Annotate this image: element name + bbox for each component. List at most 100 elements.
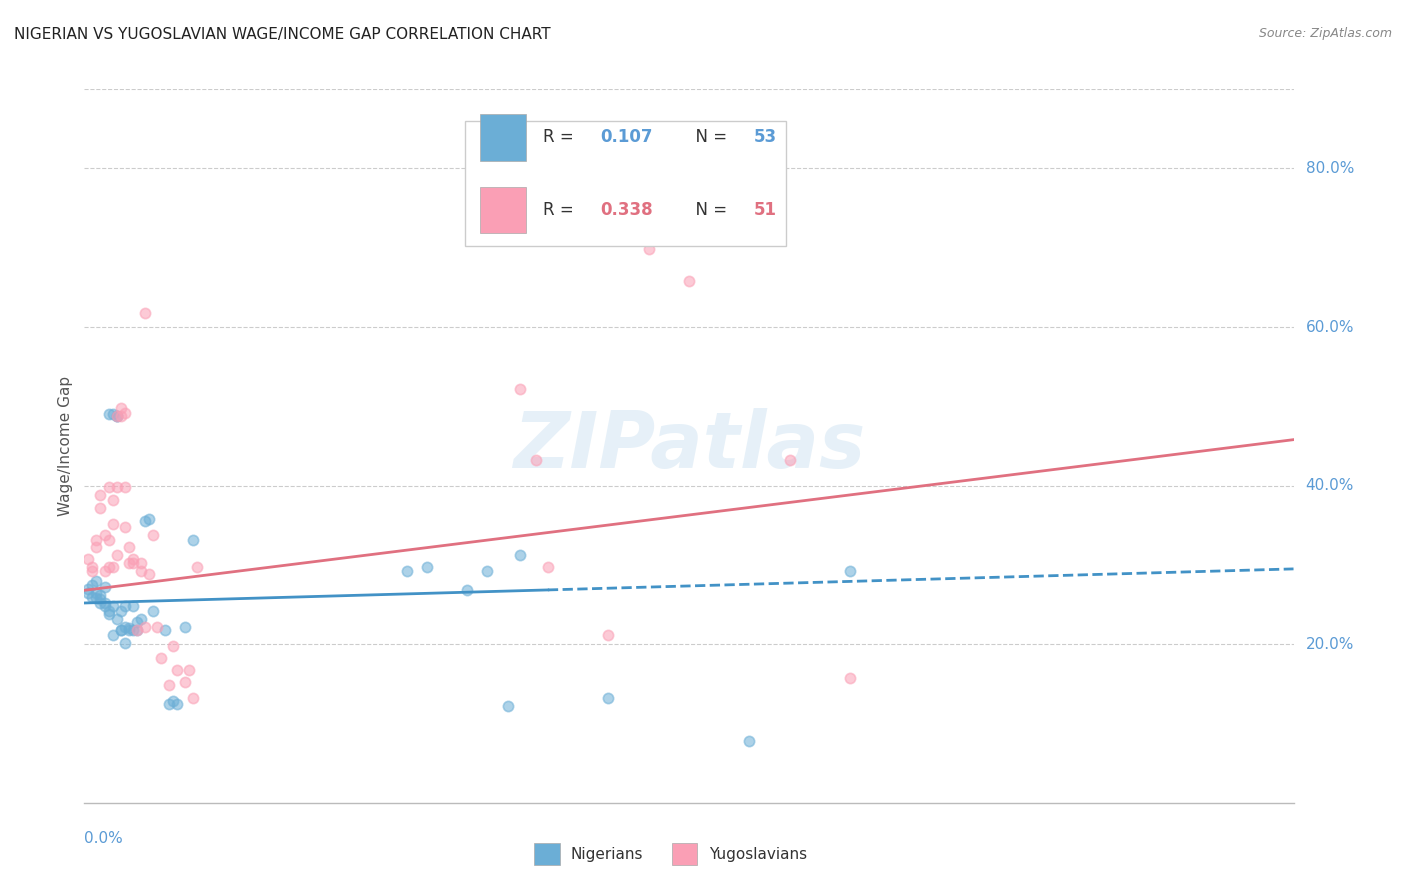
Point [101, 407, 124, 421]
Point [101, 516, 124, 531]
Point [477, 564, 499, 578]
Point [82, 564, 104, 578]
Point [97, 533, 120, 547]
Text: 0.0%: 0.0% [84, 831, 124, 847]
Point [105, 612, 128, 626]
Point [118, 623, 141, 637]
Point [121, 551, 143, 566]
Point [125, 623, 148, 637]
Point [678, 274, 700, 288]
Point [166, 697, 188, 711]
Point [121, 623, 143, 637]
Point [125, 623, 148, 637]
Point [395, 564, 418, 578]
Point [162, 694, 184, 708]
Point [166, 663, 188, 677]
Text: 80.0%: 80.0% [1306, 161, 1354, 176]
Text: 53: 53 [754, 128, 778, 146]
Point [105, 549, 128, 563]
Y-axis label: Wage/Income Gap: Wage/Income Gap [58, 376, 73, 516]
Text: 20.0%: 20.0% [1306, 637, 1354, 652]
Point [101, 599, 124, 614]
Point [839, 671, 862, 685]
Point [110, 409, 132, 423]
Point [162, 639, 184, 653]
Text: Nigerians: Nigerians [571, 847, 644, 862]
Point [738, 734, 761, 748]
Text: N =: N = [685, 202, 733, 219]
Point [89, 488, 111, 502]
Point [110, 623, 132, 637]
Point [138, 512, 160, 526]
Point [138, 567, 160, 582]
Point [93, 596, 115, 610]
Point [110, 401, 132, 415]
Point [114, 620, 136, 634]
Point [89, 588, 111, 602]
Text: 60.0%: 60.0% [1306, 319, 1354, 334]
Point [134, 306, 156, 320]
Point [114, 406, 136, 420]
Point [524, 453, 547, 467]
Point [456, 583, 478, 598]
Point [93, 564, 115, 578]
Point [105, 409, 128, 423]
Point [146, 620, 169, 634]
Point [598, 628, 620, 642]
Point [114, 520, 136, 534]
Point [537, 559, 560, 574]
Text: NIGERIAN VS YUGOSLAVIAN WAGE/INCOME GAP CORRELATION CHART: NIGERIAN VS YUGOSLAVIAN WAGE/INCOME GAP … [14, 27, 551, 42]
Point [97, 480, 120, 494]
Text: 51: 51 [754, 202, 778, 219]
Point [77, 585, 100, 599]
Text: Yugoslavians: Yugoslavians [709, 847, 807, 862]
Point [174, 620, 197, 634]
Point [134, 620, 156, 634]
Text: 0.107: 0.107 [600, 128, 654, 146]
Point [101, 559, 124, 574]
Text: N =: N = [685, 128, 733, 146]
Point [509, 549, 531, 563]
Point [129, 564, 152, 578]
Point [101, 492, 124, 507]
Point [105, 480, 128, 494]
Point [129, 557, 152, 571]
Point [598, 691, 620, 706]
Point [77, 551, 100, 566]
Point [77, 582, 100, 596]
Point [89, 500, 111, 515]
Point [118, 557, 141, 571]
Point [121, 557, 143, 571]
Point [496, 699, 519, 714]
Point [157, 678, 180, 692]
Point [97, 607, 120, 621]
Point [121, 599, 143, 614]
Point [839, 564, 862, 578]
Point [179, 663, 201, 677]
Point [118, 541, 141, 555]
Point [149, 651, 172, 665]
FancyBboxPatch shape [465, 121, 786, 246]
Point [110, 623, 132, 637]
Point [82, 578, 104, 592]
Point [186, 559, 208, 574]
Point [86, 591, 108, 606]
Point [97, 407, 120, 421]
Point [89, 592, 111, 607]
Point [181, 533, 204, 547]
Point [114, 635, 136, 649]
Point [82, 590, 104, 604]
Point [134, 514, 156, 528]
Point [129, 612, 152, 626]
Point [89, 596, 111, 610]
Text: R =: R = [543, 128, 579, 146]
Text: ZIPatlas: ZIPatlas [513, 408, 865, 484]
Text: 0.338: 0.338 [600, 202, 654, 219]
Point [101, 628, 124, 642]
Point [174, 675, 197, 690]
Point [82, 559, 104, 574]
Point [93, 599, 115, 614]
Point [125, 615, 148, 629]
Point [86, 574, 108, 588]
Text: R =: R = [543, 202, 579, 219]
